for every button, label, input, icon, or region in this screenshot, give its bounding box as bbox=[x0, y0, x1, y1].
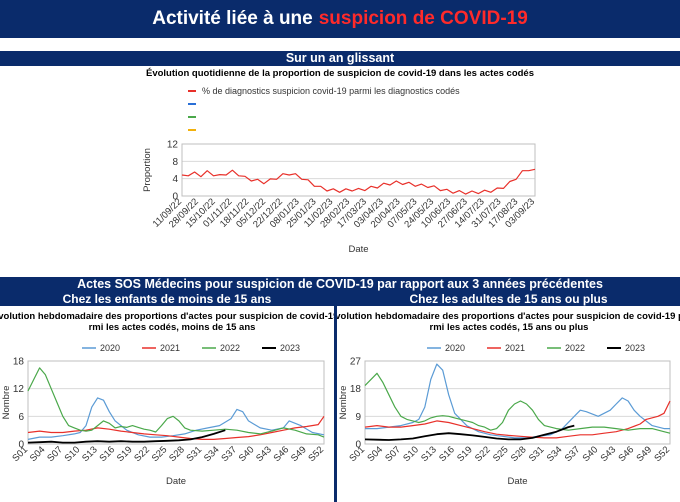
y-tick-label: 27 bbox=[350, 357, 362, 368]
x-tick-label: S40 bbox=[237, 444, 257, 464]
chart-title-line: Évolution quotidienne de la proportion d… bbox=[146, 68, 534, 79]
x-axis-label: Date bbox=[507, 476, 527, 487]
x-tick-label: S25 bbox=[491, 444, 511, 464]
x-tick-label: S01 bbox=[10, 444, 30, 464]
x-tick-label: S40 bbox=[581, 444, 601, 464]
plot-frame bbox=[27, 360, 325, 445]
x-tick-label: S52 bbox=[306, 444, 326, 464]
legend-label: 2022 bbox=[565, 343, 585, 353]
x-tick-label: S46 bbox=[272, 444, 292, 464]
banner-highlight: suspicion de COVID-19 bbox=[318, 8, 528, 29]
plot-frame bbox=[181, 143, 536, 197]
x-tick-label: S52 bbox=[652, 444, 672, 464]
y-axis-label: Nombre bbox=[1, 386, 12, 420]
x-tick-label: S07 bbox=[383, 444, 403, 464]
legend-label: 2020 bbox=[445, 343, 465, 353]
x-axis-label: Date bbox=[166, 476, 186, 487]
x-tick-label: S34 bbox=[545, 444, 565, 464]
x-tick-label: S04 bbox=[365, 444, 385, 464]
y-tick-label: 0 bbox=[172, 192, 178, 203]
main-banner: Activité liée à une suspicion de COVID-1… bbox=[0, 0, 680, 38]
series-line-2021 bbox=[27, 415, 325, 440]
x-tick-label: S10 bbox=[63, 444, 83, 464]
x-tick-label: S10 bbox=[401, 444, 421, 464]
legend-label: 2022 bbox=[220, 343, 240, 353]
legend-label: 2021 bbox=[505, 343, 525, 353]
legend-label: 2020 bbox=[100, 343, 120, 353]
section-year-header: Sur un an glissant bbox=[0, 51, 680, 66]
x-tick-label: S16 bbox=[97, 444, 117, 464]
y-tick-label: 0 bbox=[355, 440, 361, 451]
series-line-2020 bbox=[27, 397, 325, 440]
x-tick-label: S31 bbox=[185, 444, 205, 464]
y-tick-label: 18 bbox=[13, 357, 25, 368]
y-axis-label: Nombre bbox=[338, 386, 349, 420]
y-tick-label: 0 bbox=[18, 440, 24, 451]
x-tick-label: S28 bbox=[167, 444, 187, 464]
x-tick-label: S37 bbox=[563, 444, 583, 464]
x-tick-label: S25 bbox=[150, 444, 170, 464]
legend-label: % de diagnostics suspicion covid-19 parm… bbox=[202, 86, 460, 96]
banner-title: Activité liée à une bbox=[152, 8, 313, 29]
chart-weekly-children: Évolution hebdomadaire des proportions d… bbox=[0, 311, 334, 487]
y-tick-label: 4 bbox=[172, 174, 178, 185]
chart-title-line: Évolution hebdomadaire des proportions d… bbox=[337, 311, 680, 322]
x-tick-label: S19 bbox=[115, 444, 135, 464]
series-line-2022 bbox=[364, 372, 671, 434]
chart-weekly-adults: Évolution hebdomadaire des proportions d… bbox=[337, 311, 680, 487]
legend-label: 2023 bbox=[280, 343, 300, 353]
y-tick-label: 9 bbox=[355, 412, 361, 423]
x-tick-label: S22 bbox=[473, 444, 493, 464]
x-tick-label: S04 bbox=[28, 444, 48, 464]
x-tick-label: S07 bbox=[45, 444, 65, 464]
y-tick-label: 12 bbox=[13, 384, 25, 395]
x-tick-label: S37 bbox=[219, 444, 239, 464]
chart-title-line: rmi les actes codés, moins de 15 ans bbox=[89, 322, 256, 333]
x-tick-label: S22 bbox=[132, 444, 152, 464]
legend-label: 2021 bbox=[160, 343, 180, 353]
y-tick-label: 6 bbox=[18, 412, 24, 423]
series-line-2023 bbox=[27, 429, 226, 444]
y-tick-label: 12 bbox=[167, 140, 179, 151]
chart-title-line: rmi les actes codés, 15 ans ou plus bbox=[430, 322, 589, 333]
x-tick-label: S16 bbox=[437, 444, 457, 464]
series-line--de-diagnostics-suspicio bbox=[181, 168, 536, 195]
section-comparison-header: Actes SOS Médecins pour suspicion de COV… bbox=[0, 277, 680, 292]
column-divider bbox=[334, 292, 337, 502]
series-line-2022 bbox=[27, 367, 325, 438]
section-adults-header: Chez les adultes de 15 ans ou plus bbox=[337, 292, 680, 306]
x-tick-label: S34 bbox=[202, 444, 222, 464]
x-axis-label: Date bbox=[348, 244, 368, 255]
section-children-header: Chez les enfants de moins de 15 ans bbox=[0, 292, 334, 306]
x-tick-label: S19 bbox=[455, 444, 475, 464]
plot-frame bbox=[364, 360, 671, 445]
y-tick-label: 8 bbox=[172, 157, 178, 168]
legend-label: 2023 bbox=[625, 343, 645, 353]
x-tick-label: S49 bbox=[634, 444, 654, 464]
chart-daily-proportion: Évolution quotidienne de la proportion d… bbox=[142, 68, 537, 255]
series-line-2020 bbox=[365, 363, 670, 439]
x-tick-label: S13 bbox=[419, 444, 439, 464]
y-tick-label: 18 bbox=[350, 384, 362, 395]
series-line-2021 bbox=[364, 400, 671, 439]
x-tick-label: S31 bbox=[527, 444, 547, 464]
x-tick-label: S13 bbox=[80, 444, 100, 464]
x-tick-label: S43 bbox=[254, 444, 274, 464]
x-tick-label: S46 bbox=[617, 444, 637, 464]
chart-title-line: Évolution hebdomadaire des proportions d… bbox=[0, 311, 334, 322]
x-tick-label: S43 bbox=[599, 444, 619, 464]
x-tick-label: S49 bbox=[289, 444, 309, 464]
series-line-2023 bbox=[364, 424, 575, 441]
x-tick-label: S28 bbox=[509, 444, 529, 464]
y-axis-label: Proportion bbox=[142, 148, 153, 192]
x-tick-label: S01 bbox=[347, 444, 367, 464]
